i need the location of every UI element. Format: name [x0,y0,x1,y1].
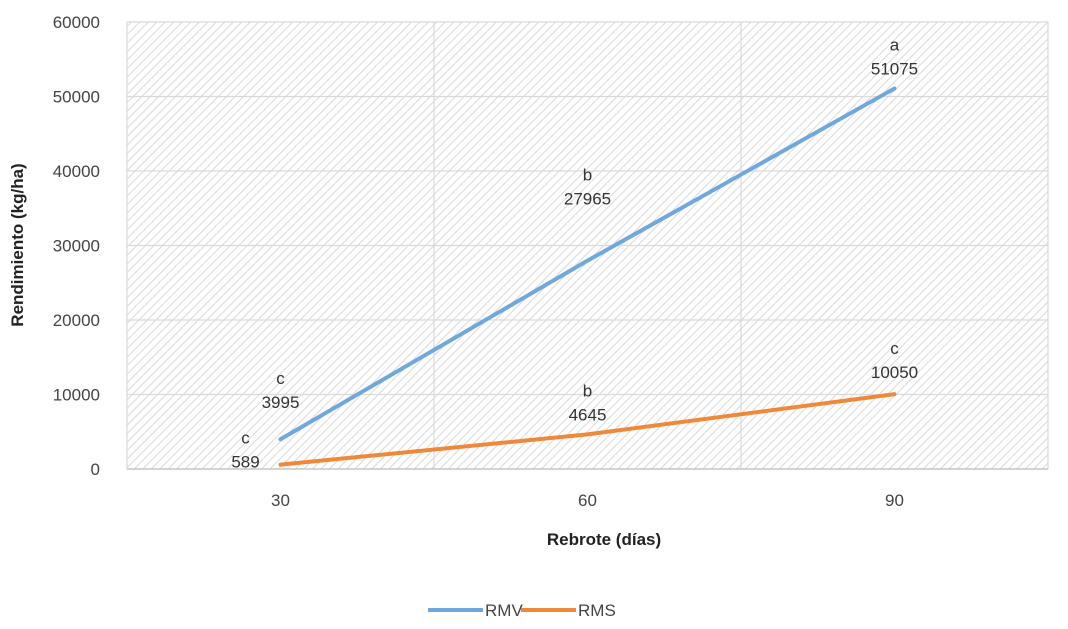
y-tick-label: 50000 [53,88,100,107]
y-tick-label: 0 [91,460,100,479]
series-line-rmv [278,86,897,442]
data-label-letter: c [241,429,250,448]
data-label-letter: c [890,339,899,358]
y-axis-ticks: 0 10000 20000 30000 40000 50000 60000 [53,13,100,479]
data-label-value: 51075 [871,59,918,78]
y-tick-label: 40000 [53,162,100,181]
data-label-letter: b [583,381,592,400]
legend-label: RMV [485,601,523,620]
y-tick-label: 20000 [53,311,100,330]
data-label-value: 589 [231,453,259,472]
y-tick-label: 10000 [53,386,100,405]
series-line-rms [278,392,897,467]
data-label-value: 10050 [871,363,918,382]
y-axis-title: Rendimiento (kg/ha) [8,163,27,326]
data-label-value: 3995 [262,393,300,412]
x-tick-label: 30 [271,491,290,510]
x-axis-title: Rebrote (días) [547,530,661,549]
x-axis-ticks: 30 60 90 [271,491,904,510]
x-tick-label: 90 [885,491,904,510]
data-label-letter: b [583,166,592,185]
data-label-letter: a [890,35,900,54]
gridlines [126,21,1049,470]
series-lines [278,86,897,467]
data-label-value: 4645 [569,405,607,424]
legend[interactable]: RMV RMS [428,601,616,620]
data-label-letter: c [276,369,285,388]
data-labels: c 3995 b 27965 a 51075 c 589 b 4645 c 10050 [231,35,918,471]
y-tick-label: 60000 [53,13,100,32]
legend-label: RMS [578,601,616,620]
y-tick-label: 30000 [53,237,100,256]
x-tick-label: 60 [578,491,597,510]
data-label-value: 27965 [564,190,611,209]
